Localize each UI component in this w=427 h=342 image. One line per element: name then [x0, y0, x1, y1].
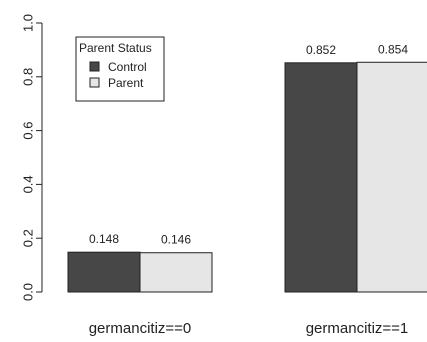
bar-control-0	[67, 251, 141, 293]
y-tick-label: 1.0	[21, 14, 36, 32]
data-labels: 0.148 0.146 0.852 0.854	[89, 42, 408, 246]
category-label: germancitiz==1	[306, 320, 409, 337]
data-label: 0.146	[161, 233, 191, 247]
y-tick-label: 0.8	[21, 68, 36, 86]
category-label: germancitiz==0	[89, 320, 192, 337]
legend-swatch-parent	[89, 77, 100, 88]
legend-label-parent: Parent	[108, 76, 144, 90]
data-label: 0.148	[89, 232, 119, 246]
bar-control-1	[284, 62, 358, 293]
data-label: 0.854	[378, 42, 408, 56]
legend: Parent Status Control Parent	[75, 36, 165, 102]
y-tick-label: 0.0	[21, 283, 36, 301]
bars	[67, 61, 427, 293]
y-tick-label: 0.2	[21, 229, 36, 247]
y-axis: 0.0 0.2 0.4 0.6 0.8 1.0	[21, 14, 43, 301]
bar-parent-1	[356, 61, 427, 293]
legend-label-control: Control	[108, 60, 147, 74]
category-labels: germancitiz==0 germancitiz==1	[89, 320, 409, 337]
y-tick-label: 0.6	[21, 122, 36, 140]
legend-swatch-control	[89, 61, 100, 72]
legend-title: Parent Status	[79, 41, 152, 55]
data-label: 0.852	[306, 43, 336, 57]
y-tick-label: 0.4	[21, 175, 36, 193]
bar-parent-0	[139, 252, 213, 293]
